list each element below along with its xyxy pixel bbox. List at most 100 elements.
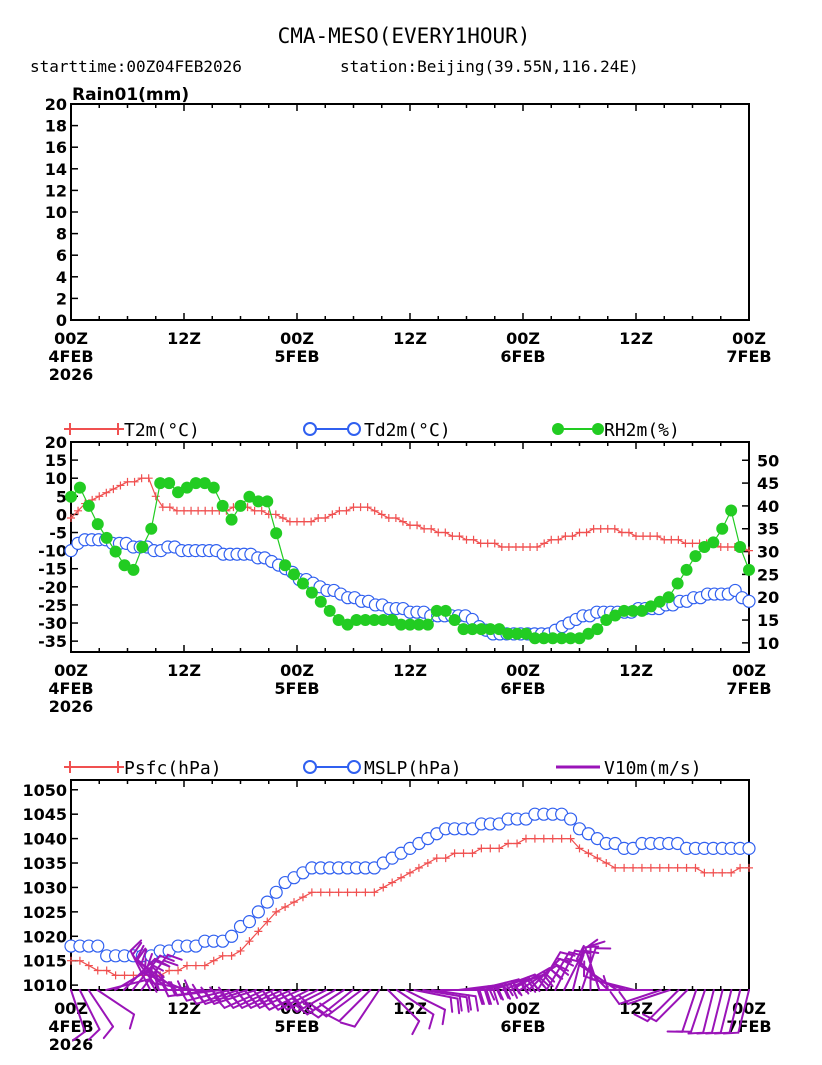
rain-x-date-label: 6FEB (500, 347, 545, 366)
wind-barb-feather (140, 948, 148, 965)
pressure-x-tick-label: 00Z (54, 999, 88, 1018)
rh2m-point (582, 627, 595, 640)
rh2m-point (216, 499, 229, 512)
t2m-point (398, 517, 407, 526)
temp-x-tick-label: 00Z (280, 661, 314, 680)
t2m-point (596, 524, 605, 533)
rh2m-point (591, 623, 604, 636)
legend-mslp-label: MSLP(hPa) (364, 758, 462, 779)
t2m-point (102, 488, 111, 497)
wind-barb-feather (411, 1020, 421, 1036)
pressure-x-date-label: 6FEB (500, 1017, 545, 1036)
wind-barb-feather (146, 952, 153, 969)
legend-t2m: T2m(°C) (64, 420, 200, 441)
t2m-point (95, 492, 104, 501)
wind-barb-feather (633, 1013, 649, 1023)
t2m-point (285, 517, 294, 526)
wind-barb-feather (476, 989, 484, 1005)
rain-y-tick-label: 8 (56, 225, 67, 244)
legend-t2m-label: T2m(°C) (124, 420, 200, 441)
t2m-point (533, 543, 542, 551)
psfc-point (209, 956, 218, 965)
t2m-line (70, 477, 750, 552)
rh2m-point (511, 627, 524, 640)
psfc-point (629, 863, 638, 872)
pressure-x-date-label: 4FEB (48, 1017, 93, 1036)
t2m-point (745, 546, 753, 555)
rh2m-point (689, 550, 702, 563)
t2m-point (624, 528, 633, 537)
psfc-point (361, 888, 370, 897)
wind-barb-feather (102, 1025, 115, 1040)
wind-barb-feather (231, 995, 244, 1009)
mslp-point (563, 812, 578, 826)
rh2m-point (609, 609, 622, 622)
rh-y-tick-label: 30 (757, 543, 779, 562)
psfc-point (486, 844, 495, 853)
t2m-point (293, 517, 301, 526)
psfc-point (227, 951, 236, 960)
t2m-point (406, 521, 414, 530)
psfc-point (637, 863, 646, 872)
psfc-point (566, 834, 575, 843)
legend-v10m-label: V10m(m/s) (604, 758, 702, 779)
psfc-point (548, 834, 557, 843)
wind-barb-feather (467, 994, 472, 1011)
rain-y-axis: 0 2 4 6 8 10 12 14 16 18 20 (45, 95, 78, 330)
temp-x-tick-label: 12Z (393, 661, 427, 680)
rh2m-point (350, 614, 363, 627)
t2m-point (667, 535, 676, 544)
rh2m-point (100, 531, 113, 544)
psfc-point (200, 961, 209, 970)
rh2m-point (136, 541, 149, 553)
rh2m-point (662, 591, 675, 604)
psfc-point (584, 849, 593, 858)
temp-y-tick-label: -15 (38, 560, 67, 579)
psfc-point (664, 863, 673, 872)
t2m-point (158, 503, 167, 512)
psfc-point (281, 902, 290, 911)
psfc-point (495, 844, 504, 853)
t2m-point (653, 532, 662, 541)
mslp-point (260, 895, 274, 909)
rh2m-point (412, 618, 425, 631)
psfc-point (745, 863, 753, 872)
t2m-point (681, 539, 690, 548)
rain-y-tick-label: 18 (45, 117, 67, 136)
rain-y-tick-label: 4 (56, 268, 67, 287)
pressure-x-tick-label: 00Z (732, 999, 766, 1018)
t2m-point (554, 535, 563, 544)
t2m-point (561, 532, 570, 541)
legend-t2m-plus-icon (64, 423, 124, 435)
t2m-point (603, 524, 612, 533)
rh2m-point (279, 559, 292, 572)
t2m-point (504, 543, 513, 551)
rain-y-tick-label: 14 (45, 160, 67, 179)
rain-x-tick-label: 12Z (167, 329, 201, 348)
t2m-point (511, 543, 520, 551)
wind-barb-feather (589, 963, 593, 981)
t2m-point (610, 524, 619, 533)
wind-barb-staff (78, 989, 101, 1031)
rh2m-point (555, 632, 568, 645)
legend-td2m-circle-icon (303, 422, 317, 436)
rh-y-tick-label: 15 (757, 611, 779, 630)
temp-x-date-label: 5FEB (274, 679, 319, 698)
pressure-y-tick-label: 1040 (22, 830, 67, 849)
rain-y-tick-label: 16 (45, 138, 67, 157)
psfc-point (539, 834, 548, 843)
psfc-point (290, 898, 299, 907)
pressure-x-tick-label: 12Z (393, 999, 427, 1018)
temp-y-tick-label: -25 (38, 596, 67, 615)
rain-x-date-label: 4FEB (48, 347, 93, 366)
rh2m-point (421, 618, 434, 631)
pressure-y-tick-label: 1035 (22, 854, 67, 873)
wind-barb-feather (305, 1008, 320, 1019)
psfc-point (174, 966, 183, 975)
rh2m-point (243, 490, 256, 503)
temp-y-tick-label: -30 (38, 614, 67, 633)
rain-y-tick-label: 6 (56, 246, 67, 265)
legend-rh2m-dot-icon-2 (592, 423, 604, 435)
